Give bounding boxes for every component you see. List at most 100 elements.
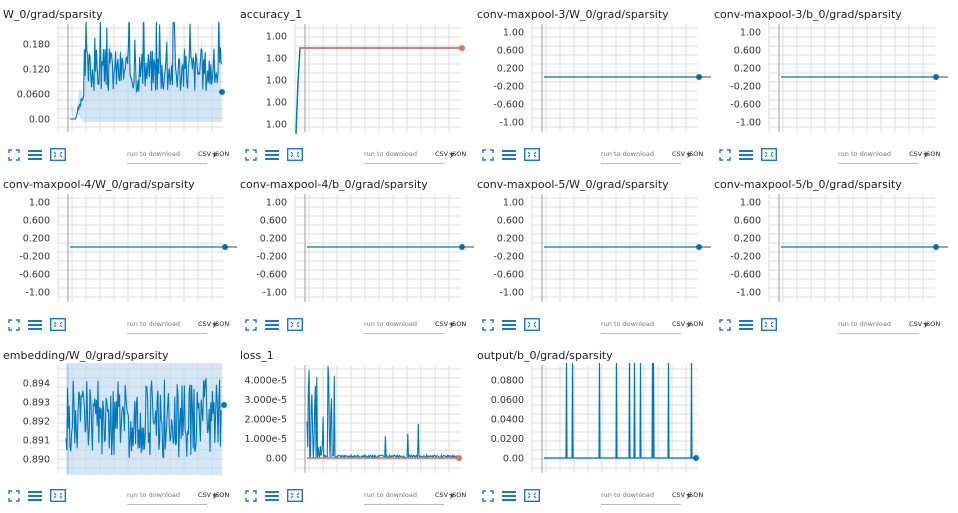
csv-link[interactable]: CSV [198,491,212,499]
run-download-select[interactable]: run to download [364,150,455,164]
json-link[interactable]: JSON [924,150,941,158]
chart-card-c4w: conv-maxpool-4/W_0/grad/sparsity 1.00 0.60… [0,170,237,342]
fit-domain-icon[interactable] [286,147,304,166]
expand-icon[interactable] [8,148,20,166]
csv-link[interactable]: CSV [435,491,449,499]
chart-plot[interactable]: 0.894 0.893 0.892 0.891 0.890 [0,363,237,475]
list-icon[interactable] [265,318,279,336]
fit-domain-icon[interactable] [49,488,67,507]
json-link[interactable]: JSON [213,320,230,328]
chart-plot[interactable]: 1.00 0.600 0.200 -0.200 -0.600 -1.00 [237,192,474,304]
chart-plot[interactable]: 1.00 0.600 0.200 -0.200 -0.600 -1.00 [711,192,948,304]
run-download-select[interactable]: run to download [601,491,692,505]
y-tick-label: 1.00 [503,28,524,39]
run-download-placeholder: run to download [127,491,180,499]
run-download-placeholder: run to download [838,320,891,328]
chart-toolbar: run to download CSV JSON [711,316,948,336]
expand-icon[interactable] [8,318,20,336]
y-tick-label: -0.200 [730,82,761,93]
fit-domain-icon[interactable] [523,147,541,166]
run-download-placeholder: run to download [601,150,654,158]
list-icon[interactable] [739,148,753,166]
list-icon[interactable] [502,489,516,507]
fit-domain-icon[interactable] [523,488,541,507]
expand-icon[interactable] [8,489,20,507]
expand-icon[interactable] [482,318,494,336]
csv-link[interactable]: CSV [672,320,686,328]
run-download-select[interactable]: run to download [364,491,455,505]
csv-link[interactable]: CSV [909,320,923,328]
run-download-select[interactable]: run to download [364,320,455,334]
list-icon[interactable] [28,489,42,507]
chart-plot[interactable]: 1.00 0.600 0.200 -0.200 -0.600 -1.00 [474,22,711,134]
json-link[interactable]: JSON [213,491,230,499]
run-download-select[interactable]: run to download [127,491,218,505]
csv-link[interactable]: CSV [198,320,212,328]
run-download-select[interactable]: run to download [127,150,218,164]
fit-domain-icon[interactable] [286,317,304,336]
fit-domain-icon[interactable] [523,317,541,336]
run-download-select[interactable]: run to download [601,150,692,164]
fit-domain-icon[interactable] [286,488,304,507]
expand-icon[interactable] [482,489,494,507]
expand-icon[interactable] [245,318,257,336]
list-icon[interactable] [265,148,279,166]
dropdown-arrow-icon [923,153,929,157]
fit-domain-icon[interactable] [760,317,778,336]
run-download-select[interactable]: run to download [127,320,218,334]
expand-icon[interactable] [482,148,494,166]
csv-link[interactable]: CSV [435,150,449,158]
expand-icon[interactable] [245,148,257,166]
y-tick-label: -1.00 [736,118,761,129]
csv-link[interactable]: CSV [672,150,686,158]
dropdown-arrow-icon [449,323,455,327]
chart-svg: 1.00 0.600 0.200 -0.200 -0.600 -1.00 [493,24,711,132]
y-tick-label: 0.0600 [491,395,524,406]
list-icon[interactable] [28,148,42,166]
json-link[interactable]: JSON [450,320,467,328]
y-tick-label: 0.00 [266,454,287,465]
chart-title: conv-maxpool-3/b_0/grad/sparsity [714,8,902,21]
fit-domain-icon[interactable] [49,147,67,166]
csv-link[interactable]: CSV [198,150,212,158]
chart-plot[interactable]: 4.000e-5 3.000e-5 2.000e-5 1.000e-5 0.00 [237,363,474,475]
list-icon[interactable] [739,318,753,336]
expand-icon[interactable] [719,318,731,336]
chart-plot[interactable]: 1.00 0.600 0.200 -0.200 -0.600 -1.00 [474,192,711,304]
series-point [219,89,225,95]
y-tick-label: -0.600 [493,100,524,111]
y-tick-label: 1.00 [266,198,287,209]
json-link[interactable]: JSON [687,150,704,158]
csv-link[interactable]: CSV [672,491,686,499]
json-link[interactable]: JSON [213,150,230,158]
list-icon[interactable] [502,318,516,336]
run-download-select[interactable]: run to download [838,320,929,334]
run-download-select[interactable]: run to download [601,320,692,334]
json-link[interactable]: JSON [924,320,941,328]
list-icon[interactable] [28,318,42,336]
expand-icon[interactable] [719,148,731,166]
fit-domain-icon[interactable] [760,147,778,166]
json-link[interactable]: JSON [450,150,467,158]
fit-domain-icon[interactable] [49,317,67,336]
y-tick-label: 0.893 [23,398,50,409]
y-tick-label: 0.600 [497,216,524,227]
run-download-select[interactable]: run to download [838,150,929,164]
expand-icon[interactable] [245,489,257,507]
chart-toolbar: run to download CSV JSON [474,316,711,336]
chart-plot[interactable]: 0.0800 0.0600 0.0400 0.0200 0.00 [474,363,711,475]
json-link[interactable]: JSON [687,491,704,499]
chart-plot[interactable]: 1.00 1.00 1.00 1.00 1.00 [237,22,474,134]
csv-link[interactable]: CSV [435,320,449,328]
list-icon[interactable] [502,148,516,166]
chart-plot[interactable]: 1.00 0.600 0.200 -0.200 -0.600 -1.00 [0,192,237,304]
json-link[interactable]: JSON [450,491,467,499]
series-line [70,22,222,120]
y-tick-label: -0.200 [730,252,761,263]
chart-plot[interactable]: 0.180 0.120 0.0600 0.00 [0,22,237,134]
json-link[interactable]: JSON [687,320,704,328]
y-tick-label: 0.600 [734,46,761,57]
chart-plot[interactable]: 1.00 0.600 0.200 -0.200 -0.600 -1.00 [711,22,948,134]
list-icon[interactable] [265,489,279,507]
csv-link[interactable]: CSV [909,150,923,158]
